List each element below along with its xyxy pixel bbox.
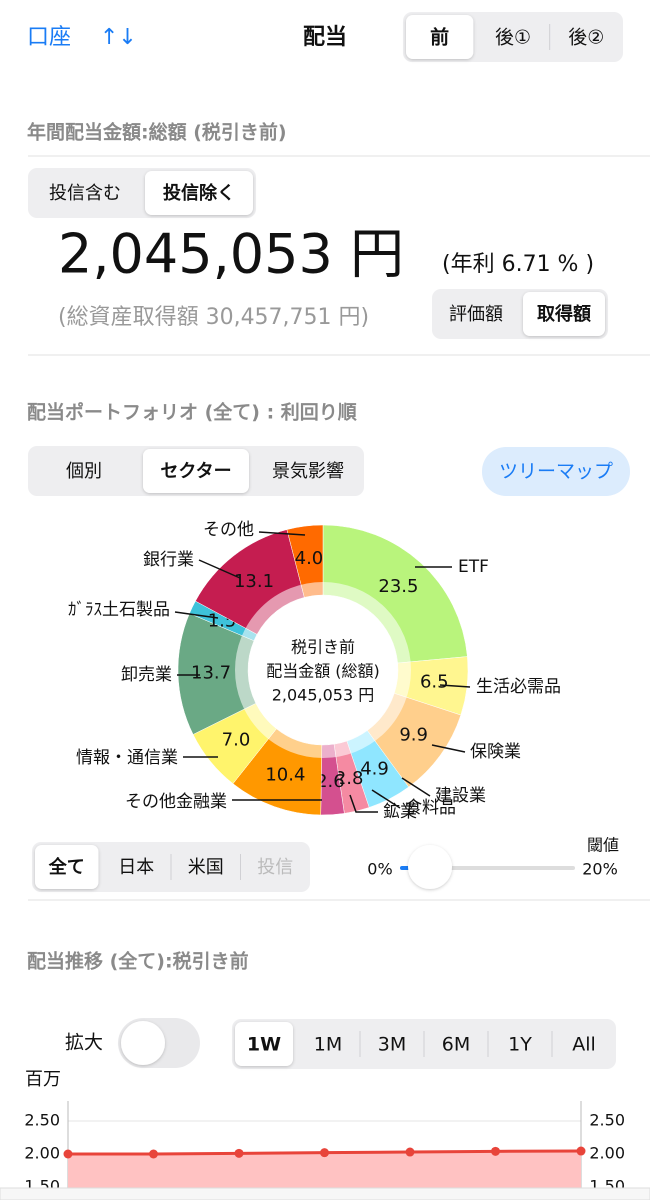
point (405, 1147, 415, 1157)
leader-line (174, 611, 219, 619)
section-heading: 配当推移 (全て):税引き前 (27, 950, 249, 973)
cost: (総資産取得額 30,457,751 円) (58, 305, 369, 330)
slice-value: 7.0 (222, 729, 251, 750)
slider-thumb[interactable] (408, 845, 452, 889)
sector-name: ETF (458, 557, 489, 577)
slice-value: 9.9 (399, 725, 428, 746)
point (149, 1149, 158, 1159)
y2-tick-label: 2.00 (589, 1144, 625, 1163)
y-tick-label: 2.00 (24, 1144, 60, 1163)
slice-value: 4.0 (295, 548, 324, 569)
y-tick-label: 2.50 (24, 1111, 60, 1130)
segment-selected (35, 845, 99, 889)
segment[interactable]: 前 (430, 26, 449, 49)
title: 配当 (303, 25, 347, 50)
switch-knob[interactable] (121, 1021, 165, 1065)
segment[interactable]: 評価額 (449, 304, 503, 325)
segment[interactable]: 米国 (188, 857, 224, 878)
sort-button[interactable]: ↑↓ (100, 25, 137, 50)
leader-line (439, 684, 471, 688)
segment-selected (145, 171, 253, 215)
slice-value: 2.6 (316, 771, 345, 792)
segment[interactable]: 後② (568, 27, 604, 49)
segment[interactable]: 全て (48, 856, 85, 878)
point (576, 1146, 586, 1156)
tab-bar (0, 1187, 650, 1200)
leader-line (371, 789, 401, 809)
slice-value: 13.7 (191, 662, 231, 683)
leader-line (431, 744, 466, 753)
segment[interactable]: 後① (495, 27, 531, 49)
sector-name: 卸売業 (121, 665, 172, 685)
sector-name: 生活必需品 (476, 677, 561, 697)
segment[interactable]: 景気影響 (272, 461, 344, 482)
y2-tick-label: 2.50 (589, 1111, 625, 1130)
segment-selected (523, 292, 605, 336)
treemap-label[interactable]: ツリーマップ (499, 461, 613, 483)
sector-name: その他 (203, 520, 254, 540)
segment[interactable]: All (572, 1034, 596, 1056)
sector-name: 銀行業 (143, 550, 194, 570)
unit: 百万 (25, 1069, 61, 1090)
point (234, 1148, 244, 1158)
sector-name: 食料品 (405, 798, 456, 818)
slider-max: 20% (582, 860, 618, 879)
segment[interactable]: 1W (247, 1034, 281, 1056)
leader-line (349, 794, 378, 813)
amount: 2,045,053 円 (58, 223, 404, 286)
segment[interactable]: 個別 (66, 461, 102, 482)
segment[interactable]: 1M (314, 1034, 342, 1056)
segment[interactable]: セクター (160, 461, 231, 482)
donut-center: 配当金額 (総額) (266, 662, 380, 681)
treemap-button[interactable] (482, 447, 630, 496)
segment[interactable]: 3M (378, 1034, 406, 1056)
sector-name: 建設業 (435, 786, 486, 806)
leader-line (258, 531, 306, 536)
slice-value: 2.8 (335, 768, 364, 789)
slice-value: 23.5 (378, 576, 418, 597)
zoom-label: 拡大 (65, 1032, 103, 1054)
sector-name: 情報・通信業 (76, 748, 178, 768)
slice-value: 13.1 (234, 571, 274, 592)
leader-line (401, 777, 431, 797)
sector-name: ｶﾞﾗｽ土石製品 (68, 600, 170, 620)
slice-value: 10.4 (265, 764, 305, 785)
segment-selected (235, 1022, 293, 1066)
segment[interactable]: 投信含む (49, 183, 121, 204)
segment[interactable]: 取得額 (537, 303, 591, 325)
point (320, 1148, 329, 1158)
donut-inner-ring (235, 582, 411, 758)
slider-min: 0% (367, 860, 392, 879)
section-heading: 年間配当金額:総額 (税引き前) (27, 121, 287, 144)
point (491, 1146, 500, 1156)
segment[interactable]: 6M (442, 1034, 470, 1056)
sector-name: 保険業 (470, 742, 521, 762)
point (63, 1149, 73, 1159)
slider-caption: 閾値 (587, 836, 619, 855)
donut-slice (322, 524, 468, 664)
leader-line (198, 559, 241, 579)
donut-center: 2,045,053 円 (272, 686, 375, 705)
segment[interactable]: 1Y (508, 1034, 532, 1056)
segment[interactable]: 投信 (257, 857, 293, 878)
slice-value: 4.9 (360, 758, 389, 779)
segment-selected (143, 449, 249, 493)
sector-name: その他金融業 (125, 792, 227, 812)
account-link[interactable]: 口座 (27, 25, 71, 50)
donut-center: 税引き前 (291, 638, 355, 657)
segment-selected (406, 15, 474, 59)
yield: (年利 6.71 % ) (442, 252, 594, 277)
segment[interactable]: 投信除く (163, 182, 235, 204)
section-heading: 配当ポートフォリオ (全て) : 利回り順 (27, 401, 358, 424)
segment[interactable]: 日本 (118, 857, 154, 878)
sector-name: 鉱業 (383, 802, 417, 822)
slice-value: 6.5 (420, 671, 449, 692)
